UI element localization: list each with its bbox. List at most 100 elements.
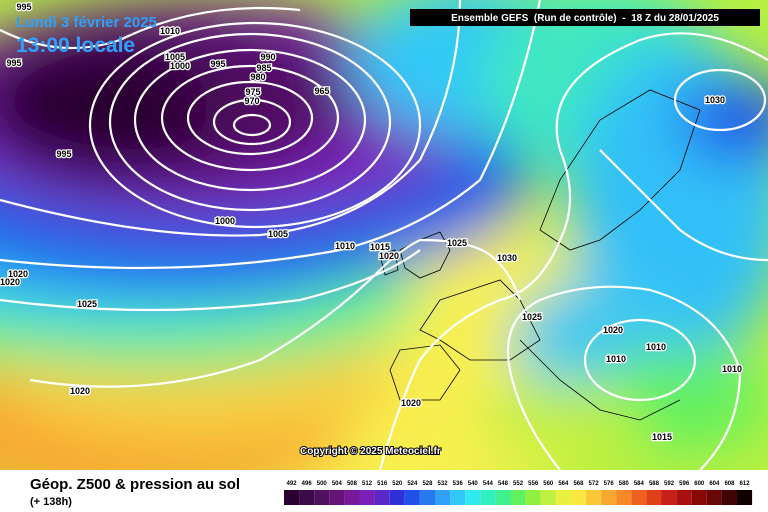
legend-label: 604 xyxy=(709,481,720,487)
legend-swatch xyxy=(586,490,602,505)
legend-swatch xyxy=(706,490,722,505)
legend-label: 540 xyxy=(468,481,479,487)
legend-swatch xyxy=(691,490,707,505)
legend-swatch xyxy=(510,490,526,505)
legend-swatch xyxy=(661,490,677,505)
isobar-label: 1010 xyxy=(160,26,180,36)
isobar-label: 1010 xyxy=(722,364,742,374)
legend-label: 608 xyxy=(724,481,735,487)
isobar-label: 995 xyxy=(6,58,21,68)
legend-label: 572 xyxy=(589,481,600,487)
isobar-label: 1025 xyxy=(447,238,467,248)
isobar-label: 1010 xyxy=(335,241,355,251)
isobar-label: 980 xyxy=(250,72,265,82)
legend-label: 588 xyxy=(649,481,660,487)
legend-swatch xyxy=(480,490,496,505)
legend-swatch xyxy=(284,490,300,505)
legend-label: 600 xyxy=(694,481,705,487)
legend-swatch xyxy=(404,490,420,505)
isobar-label: 1030 xyxy=(705,95,725,105)
legend-swatch xyxy=(419,490,435,505)
legend-label: 492 xyxy=(287,481,298,487)
legend-swatch xyxy=(721,490,737,505)
isobar-label: 1010 xyxy=(646,342,666,352)
isobar-label: 1000 xyxy=(215,216,235,226)
isobar-label: 1015 xyxy=(652,432,672,442)
legend-swatch xyxy=(601,490,617,505)
legend-label: 508 xyxy=(347,481,358,487)
isobar-label: 995 xyxy=(210,59,225,69)
legend-swatch xyxy=(676,490,692,505)
legend-swatch xyxy=(435,490,451,505)
legend-label: 596 xyxy=(679,481,690,487)
legend-swatch xyxy=(329,490,345,505)
valid-date: Lundi 3 février 2025 xyxy=(16,14,157,31)
legend-swatch xyxy=(374,490,390,505)
coastlines xyxy=(379,89,701,421)
legend-label: 580 xyxy=(619,481,630,487)
lead-time: (+ 138h) xyxy=(30,496,72,508)
legend-label: 560 xyxy=(543,481,554,487)
isobar-label: 965 xyxy=(314,86,329,96)
isobar-label: 970 xyxy=(244,96,259,106)
legend-swatch xyxy=(495,490,511,505)
legend-label: 512 xyxy=(362,481,373,487)
isobar-label: 1020 xyxy=(603,325,623,335)
legend-swatch xyxy=(465,490,481,505)
legend-swatch xyxy=(737,490,753,505)
isobar-label: 1005 xyxy=(268,229,288,239)
legend-label: 556 xyxy=(528,481,539,487)
isobar-label: 1020 xyxy=(0,277,20,287)
isobar-label: 1030 xyxy=(497,253,517,263)
legend-label: 516 xyxy=(377,481,388,487)
legend-label: 532 xyxy=(438,481,449,487)
isobar-label: 990 xyxy=(260,52,275,62)
legend-label: 564 xyxy=(558,481,569,487)
isobar-label: 1020 xyxy=(401,398,421,408)
isobar-label: 1025 xyxy=(77,299,97,309)
isobars xyxy=(0,0,768,470)
legend-swatch xyxy=(646,490,662,505)
isobar-label: 985 xyxy=(256,63,271,73)
isobar-label: 1020 xyxy=(8,269,28,279)
product-title: Géop. Z500 & pression au sol xyxy=(30,476,240,493)
isobar-label: 975 xyxy=(245,87,260,97)
color-legend: 492 496 500 504 508 512 516 520 524 528 532 536 540 5… xyxy=(284,481,753,505)
legend-swatch xyxy=(450,490,466,505)
legend-label: 576 xyxy=(604,481,615,487)
valid-time: 13:00 locale xyxy=(16,34,135,57)
legend-label: 552 xyxy=(513,481,524,487)
isobar-label: 1015 xyxy=(370,242,390,252)
isobar-label: 1000 xyxy=(170,61,190,71)
legend-swatch xyxy=(359,490,375,505)
legend-swatch xyxy=(314,490,330,505)
legend-label: 500 xyxy=(317,481,328,487)
legend-label: 592 xyxy=(664,481,675,487)
isobar-label: 1005 xyxy=(165,52,185,62)
legend-label: 544 xyxy=(483,481,494,487)
legend-label: 504 xyxy=(332,481,343,487)
run-banner xyxy=(410,9,760,26)
legend-label: 584 xyxy=(634,481,645,487)
isobar-label: 1010 xyxy=(606,354,626,364)
legend-label: 528 xyxy=(422,481,433,487)
legend-swatch xyxy=(540,490,556,505)
legend-swatch xyxy=(525,490,541,505)
legend-label: 568 xyxy=(573,481,584,487)
run-info: Ensemble GEFS (Run de contrôle) - 18 Z d… xyxy=(451,13,719,24)
copyright: Copyright © 2025 Meteociel.fr xyxy=(300,446,441,457)
legend-label: 496 xyxy=(302,481,313,487)
isobar-label: 1020 xyxy=(379,251,399,261)
isobar-label: 995 xyxy=(56,149,71,159)
legend-swatch xyxy=(344,490,360,505)
legend-label: 520 xyxy=(392,481,403,487)
legend-swatch xyxy=(570,490,586,505)
isobar-label: 1020 xyxy=(70,386,90,396)
legend-swatch xyxy=(299,490,315,505)
legend-label: 548 xyxy=(498,481,509,487)
legend-swatch xyxy=(616,490,632,505)
